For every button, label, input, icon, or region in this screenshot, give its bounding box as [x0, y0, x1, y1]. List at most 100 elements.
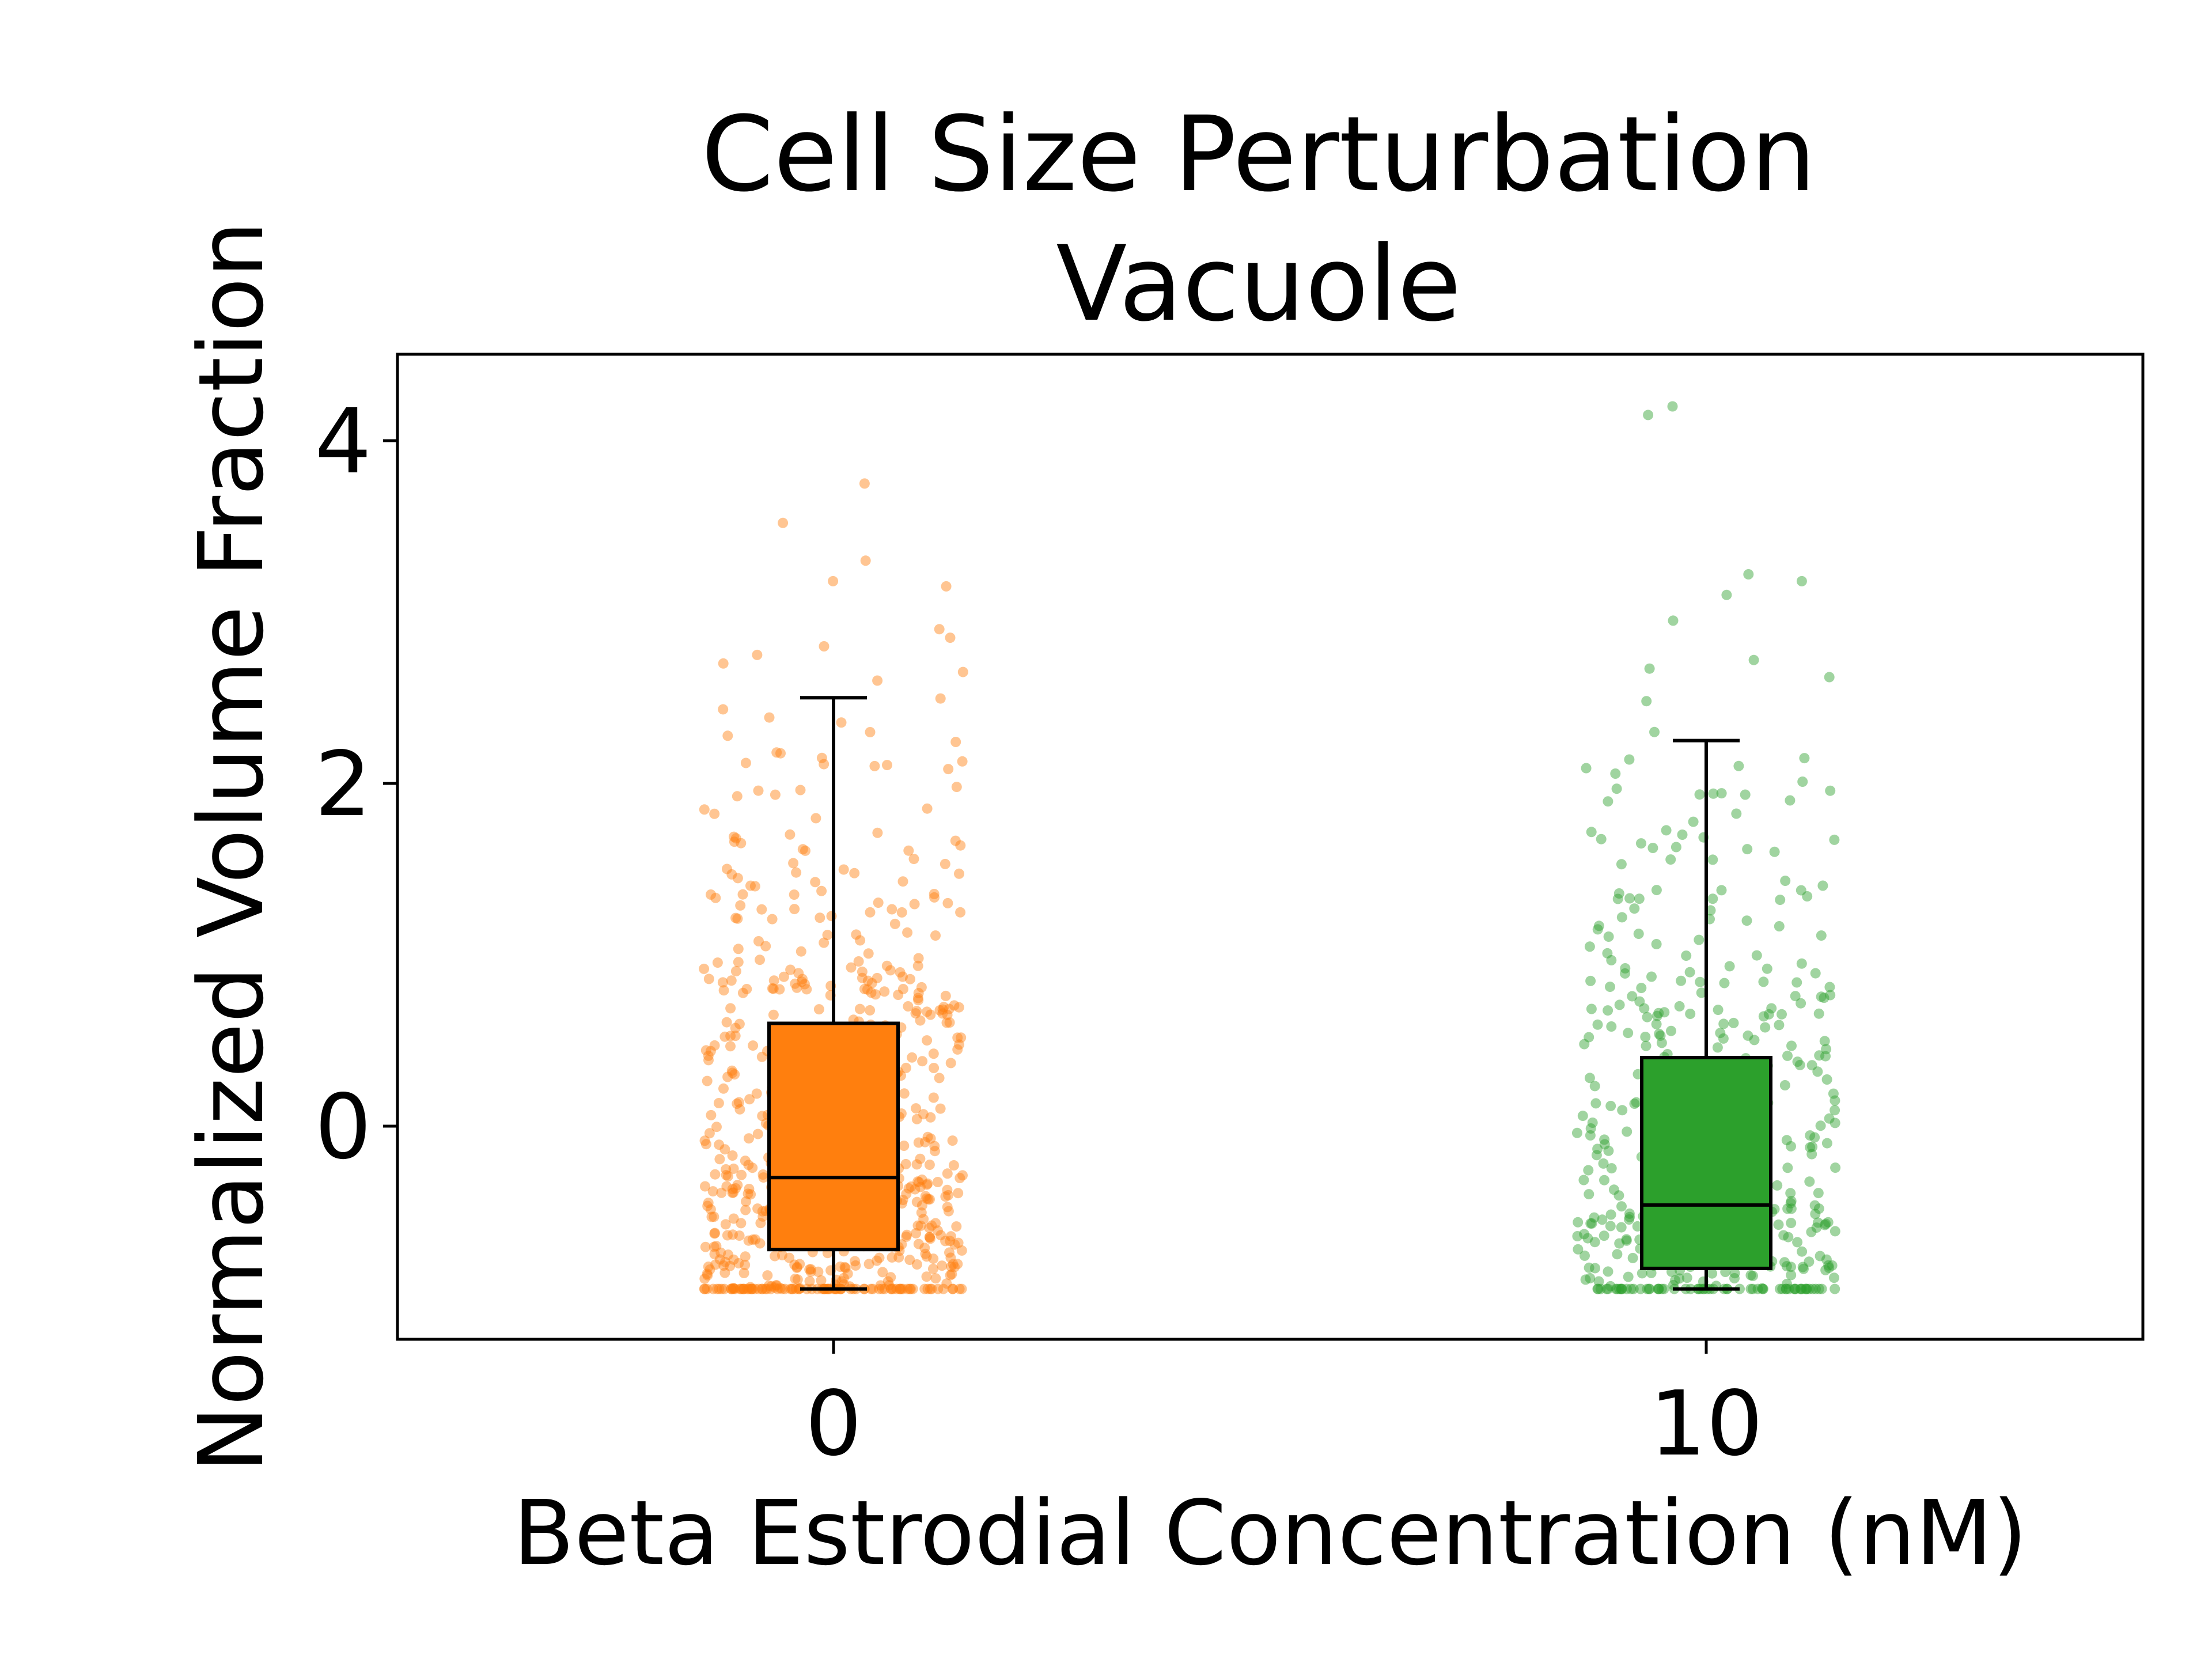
data-point-0-479: [801, 984, 812, 995]
data-point-10-237: [1656, 1037, 1667, 1048]
data-point-10-351: [1646, 1267, 1657, 1278]
data-point-0-649: [699, 1135, 710, 1146]
data-point-10-172: [1820, 1218, 1831, 1229]
y-tick-label-0: 0: [315, 1075, 372, 1179]
data-point-10-298: [1821, 1138, 1832, 1149]
data-point-0-619: [940, 990, 951, 1001]
data-point-10-354: [1823, 1217, 1834, 1228]
data-point-10-194: [1642, 1012, 1653, 1022]
data-point-0-351: [711, 1283, 722, 1294]
data-point-0-393: [895, 967, 906, 978]
data-point-0-711: [859, 478, 870, 489]
data-point-10-397: [1651, 885, 1662, 896]
data-point-10-63: [1790, 1283, 1801, 1294]
data-point-0-547: [708, 1283, 719, 1294]
data-point-10-208: [1606, 955, 1617, 965]
data-point-10-272: [1643, 1283, 1654, 1294]
data-point-10-421: [1815, 1120, 1826, 1131]
data-point-0-488: [810, 877, 821, 888]
data-point-0-394: [899, 1141, 910, 1151]
data-point-0-670: [716, 1187, 727, 1198]
data-point-0-234: [942, 1009, 953, 1020]
data-point-10-92: [1830, 1118, 1840, 1128]
data-point-10-303: [1781, 1283, 1791, 1294]
data-point-0-516: [897, 984, 908, 994]
data-point-10-57: [1766, 1003, 1777, 1014]
data-point-0-177: [727, 1067, 738, 1078]
data-point-10-439: [1584, 1073, 1595, 1084]
data-point-0-570: [922, 803, 933, 814]
data-point-0-30: [945, 1252, 956, 1263]
data-point-0-238: [789, 904, 800, 915]
data-point-10-345: [1584, 941, 1595, 952]
data-point-0-41: [923, 1194, 934, 1205]
data-point-10-455: [1668, 615, 1679, 626]
data-point-10-327: [1616, 859, 1627, 870]
data-point-0-72: [734, 1230, 745, 1241]
data-point-10-373: [1613, 888, 1624, 899]
data-point-10-284: [1577, 1111, 1588, 1122]
data-point-10-422: [1785, 795, 1796, 806]
data-point-0-360: [736, 1283, 747, 1294]
data-point-0-526: [767, 914, 778, 925]
data-point-10-454: [1748, 654, 1759, 665]
data-point-0-290: [916, 1174, 927, 1185]
plot-area-frame: [396, 353, 2145, 1341]
data-point-0-362: [915, 1220, 926, 1231]
data-point-10-395: [1733, 760, 1744, 771]
data-point-0-193: [790, 1274, 801, 1284]
data-point-0-597: [895, 1283, 906, 1294]
data-point-0-88: [932, 1225, 943, 1236]
data-point-10-442: [1825, 990, 1836, 1001]
data-point-0-555: [915, 1015, 926, 1026]
data-point-0-390: [785, 1283, 796, 1294]
data-point-0-206: [749, 881, 760, 892]
data-point-0-481: [881, 960, 892, 971]
data-point-10-190: [1718, 1033, 1729, 1044]
data-point-10-335: [1828, 1088, 1839, 1099]
data-point-10-278: [1571, 1127, 1582, 1138]
data-point-0-172: [885, 1272, 896, 1283]
data-point-10-269: [1830, 1105, 1840, 1116]
data-point-0-333: [816, 885, 827, 896]
data-point-0-75: [925, 1112, 936, 1123]
data-point-0-600: [767, 983, 778, 994]
data-point-10-19: [1715, 1028, 1726, 1039]
data-point-10-219: [1773, 1219, 1784, 1230]
data-point-10-336: [1801, 1283, 1812, 1294]
data-point-0-616: [805, 1266, 816, 1277]
data-point-10-242: [1684, 967, 1695, 978]
data-point-10-28: [1728, 1017, 1739, 1028]
data-point-10-18: [1817, 880, 1828, 891]
data-point-0-183: [857, 966, 868, 977]
data-point-0-51: [925, 1194, 935, 1205]
data-point-10-427: [1653, 1283, 1664, 1294]
data-point-0-500: [888, 1283, 899, 1294]
data-point-10-105: [1782, 1203, 1793, 1214]
data-point-10-418: [1751, 950, 1762, 961]
data-point-0-239: [707, 1186, 718, 1197]
data-point-0-696: [729, 1283, 740, 1294]
data-point-0-147: [879, 1283, 890, 1294]
data-point-0-328: [703, 1055, 714, 1066]
data-point-0-656: [736, 1169, 747, 1180]
data-point-0-23: [757, 1111, 768, 1122]
data-point-0-136: [913, 988, 924, 998]
data-point-0-506: [748, 1040, 759, 1051]
data-point-0-314: [749, 1283, 760, 1294]
data-point-0-381: [926, 1283, 937, 1294]
data-point-0-580: [893, 990, 904, 1000]
data-point-0-255: [942, 1184, 953, 1195]
data-point-0-306: [703, 974, 714, 984]
data-point-10-229: [1743, 1030, 1753, 1041]
data-point-10-429: [1779, 1257, 1790, 1268]
data-point-0-378: [930, 1146, 940, 1157]
data-point-0-195: [925, 1233, 935, 1244]
data-point-10-193: [1752, 1283, 1763, 1294]
data-point-0-383: [910, 1184, 921, 1195]
data-point-10-456: [1721, 589, 1732, 600]
data-point-10-420: [1636, 983, 1647, 994]
data-point-10-325: [1813, 1008, 1824, 1019]
data-point-0-513: [853, 956, 864, 967]
data-point-0-28: [946, 1268, 957, 1279]
